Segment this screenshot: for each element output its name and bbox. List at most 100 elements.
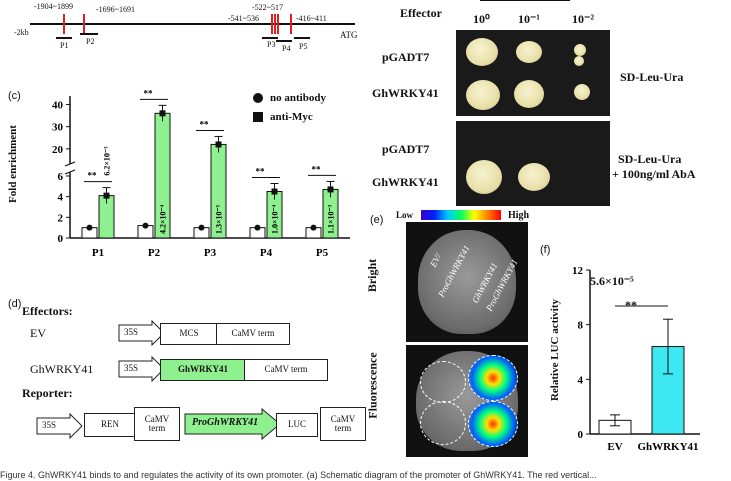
- position-3: -541~536: [228, 14, 259, 23]
- colony: [466, 80, 500, 110]
- x-tick-label: EV: [607, 441, 622, 453]
- point-no-antibody: [198, 224, 205, 231]
- legend-anti-myc: anti-Myc: [270, 111, 313, 123]
- y-tick-label: 0: [58, 233, 64, 245]
- mcs-box: MCS: [160, 323, 218, 345]
- fluorescence-label: Fluorescence: [365, 352, 380, 419]
- y-tick-label: 4: [58, 192, 64, 204]
- point-anti-myc: [159, 110, 166, 117]
- medium-1: SD-Leu-Ura: [620, 70, 684, 84]
- term-line: term: [334, 423, 352, 433]
- panel-d-letter: (d): [8, 298, 22, 310]
- chip-ylabel: Fold enrichment: [6, 125, 19, 203]
- colony: [574, 44, 586, 56]
- axis-break-mark: [64, 169, 76, 175]
- camv-line: CaMV: [330, 413, 356, 424]
- p35s-label: 35S: [124, 363, 139, 373]
- probe-p1: P1: [60, 41, 69, 50]
- medium-2: SD-Leu-Ura: [618, 152, 682, 166]
- bright-image: EV/ ProGhWRKY41 GhWRKY41 ProGhWRKY41: [406, 222, 528, 342]
- p-value-label: 1.0×10⁻⁴: [271, 204, 280, 234]
- x-tick-label: GhWRKY41: [637, 441, 698, 453]
- p-value-label: 6.2×10⁻³: [103, 146, 112, 176]
- promoter-arrow: [184, 408, 281, 440]
- luc-sig: **: [625, 298, 637, 312]
- colony: [518, 163, 550, 191]
- ev-label: EV: [30, 326, 46, 340]
- effectors-label: Effectors:: [22, 304, 73, 318]
- probe-p5: P5: [299, 42, 308, 51]
- y-tick-label: 30: [52, 122, 64, 134]
- legend-circle-icon: [253, 93, 263, 103]
- row-pgadt7-2: pGADT7: [382, 142, 430, 156]
- y-tick-label: 2: [58, 212, 64, 224]
- colony: [466, 160, 502, 194]
- luc-chart: 0 4 8 12 EV GhWRKY41: [572, 265, 700, 453]
- gh-label: GhWRKY41: [30, 362, 94, 376]
- position-5: -416~411: [296, 14, 327, 23]
- colony: [466, 38, 498, 66]
- position-4: -522~517: [252, 3, 283, 12]
- intensity-scale-bar: [421, 210, 501, 220]
- y-tick-label: 12: [572, 265, 584, 277]
- position-2: -1696~1691: [96, 5, 135, 14]
- y-tick-label: 6: [58, 171, 64, 183]
- sig-label: **: [144, 88, 154, 98]
- y-tick-label: 40: [52, 99, 64, 111]
- p35s-label: 35S: [124, 327, 139, 337]
- promoter-35s-arrow: [118, 320, 165, 346]
- scale-high: High: [508, 210, 530, 221]
- scale-low: Low: [396, 210, 414, 220]
- promoter-35s-arrow: [36, 413, 83, 439]
- colony: [574, 84, 590, 100]
- x-tick-label: P4: [260, 247, 273, 259]
- promoter-35s-arrow: [118, 356, 165, 382]
- reporter-label: Reporter:: [22, 386, 73, 400]
- sig-label: **: [200, 119, 210, 129]
- point-anti-myc: [215, 141, 222, 148]
- row-ghwrky41-1: GhWRKY41: [372, 86, 439, 100]
- y-tick-label: 0: [578, 429, 584, 441]
- panel-c-letter: (c): [8, 90, 21, 102]
- point-no-antibody: [254, 224, 261, 231]
- x-tick-label: P3: [204, 247, 217, 259]
- start-label: -2kb: [14, 28, 29, 37]
- camv-line: CaMV: [144, 413, 170, 424]
- y-tick-label: 4: [578, 374, 584, 386]
- p-value-label: 1.1×10⁻³: [327, 204, 336, 234]
- chip-chart: 0 2 4 6 20 30 40 ** 6.2×10⁻³ P1 ** 4.2×10⁻⁴ P2 ** 1.3×…: [52, 88, 350, 259]
- ghwrky41-box: GhWRKY41: [160, 359, 246, 381]
- colony: [574, 56, 584, 66]
- sig-label: **: [88, 171, 98, 181]
- point-anti-myc: [103, 192, 110, 199]
- p35s-label: 35S: [42, 420, 57, 430]
- row-ghwrky41-2: GhWRKY41: [372, 175, 439, 189]
- legend-square-icon: [253, 112, 263, 122]
- term-line: term: [148, 423, 166, 433]
- p-value-label: 4.2×10⁻⁴: [159, 204, 168, 234]
- position-1: -1904~1899: [34, 2, 73, 11]
- infiltration-circle: [420, 401, 466, 445]
- x-tick-label: P2: [148, 247, 161, 259]
- row-pgadt7-1: pGADT7: [382, 50, 430, 64]
- colony: [516, 41, 542, 63]
- atg-label: ATG: [340, 30, 358, 40]
- medium-3: + 100ng/ml AbA: [612, 167, 696, 181]
- luc-pvalue: 5.6×10⁻⁵: [590, 274, 634, 288]
- sig-label: **: [256, 167, 266, 177]
- camv-term-box-3: CaMV term: [320, 407, 366, 441]
- axis-break-mark: [64, 161, 76, 167]
- point-no-antibody: [310, 224, 317, 231]
- panel-e-letter: (e): [370, 214, 384, 226]
- probe-p4: P4: [282, 44, 291, 53]
- point-anti-myc: [271, 188, 278, 195]
- camv-term-box: CaMV term: [216, 323, 290, 345]
- promoter-schematic: [30, 14, 355, 42]
- effector-header: Effector: [400, 6, 442, 20]
- panel-f-letter: (f): [540, 244, 551, 256]
- dilution-2: 10⁻¹: [518, 12, 540, 26]
- probe-p3: P3: [267, 40, 276, 49]
- p-value-label: 1.3×10⁻⁵: [215, 204, 224, 234]
- luc-box: LUC: [276, 413, 318, 437]
- infiltration-circle-luc: [468, 401, 518, 447]
